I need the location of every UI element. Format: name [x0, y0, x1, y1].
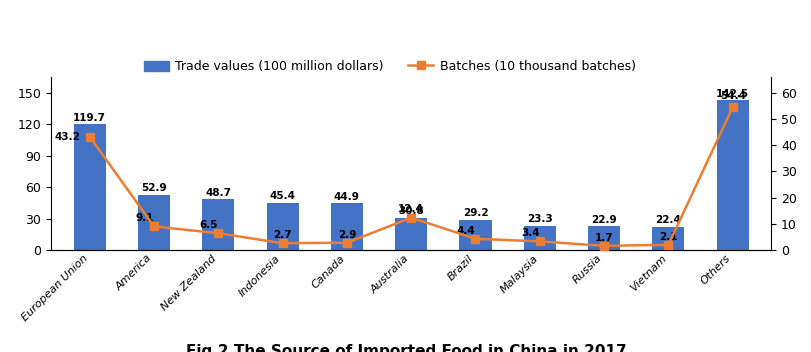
Bar — [651, 227, 684, 250]
Text: 9.1: 9.1 — [135, 213, 154, 223]
Text: 52.9: 52.9 — [141, 183, 166, 193]
Text: 2.7: 2.7 — [273, 230, 291, 240]
Text: 48.7: 48.7 — [205, 188, 231, 197]
Bar — [202, 199, 234, 250]
Text: Fig.2 The Source of Imported Food in China in 2017: Fig.2 The Source of Imported Food in Chi… — [186, 344, 625, 352]
Text: 4.4: 4.4 — [456, 226, 475, 235]
Bar — [523, 226, 556, 250]
Bar — [395, 218, 427, 250]
Text: 22.4: 22.4 — [654, 215, 680, 225]
Text: 44.9: 44.9 — [333, 191, 359, 201]
Text: 43.2: 43.2 — [54, 132, 80, 142]
Text: 54.4: 54.4 — [719, 91, 744, 101]
Bar — [587, 226, 620, 250]
Bar — [74, 124, 105, 250]
Text: 22.9: 22.9 — [590, 215, 616, 225]
Legend: Trade values (100 million dollars), Batches (10 thousand batches): Trade values (100 million dollars), Batc… — [139, 55, 640, 78]
Text: 6.5: 6.5 — [200, 220, 218, 230]
Bar — [138, 195, 169, 250]
Text: 30.8: 30.8 — [398, 206, 423, 216]
Text: 23.3: 23.3 — [526, 214, 552, 224]
Text: 45.4: 45.4 — [269, 191, 295, 201]
Bar — [716, 100, 748, 250]
Text: 142.5: 142.5 — [715, 89, 749, 99]
Text: 119.7: 119.7 — [73, 113, 106, 123]
Text: 29.2: 29.2 — [462, 208, 487, 218]
Bar — [459, 220, 491, 250]
Text: 12.4: 12.4 — [397, 204, 423, 214]
Text: 2.9: 2.9 — [337, 230, 356, 239]
Text: 1.7: 1.7 — [594, 233, 612, 243]
Text: 2.1: 2.1 — [659, 232, 677, 241]
Bar — [266, 202, 298, 250]
Bar — [330, 203, 363, 250]
Text: 3.4: 3.4 — [521, 228, 539, 238]
